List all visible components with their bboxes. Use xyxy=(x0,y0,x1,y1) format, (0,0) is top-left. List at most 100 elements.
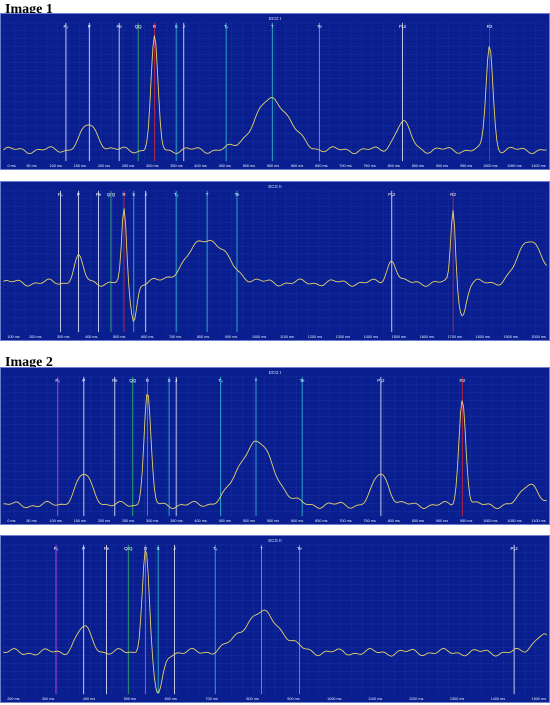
marker-label-0: P₀ xyxy=(64,24,69,29)
marker-label-2: Pe xyxy=(116,24,122,29)
tick-label-0: 0 ms xyxy=(7,164,15,168)
ecg-trace xyxy=(3,394,547,510)
tick-label-7: 350 ms xyxy=(170,164,182,168)
marker-label-3: QQ xyxy=(135,24,142,29)
tick-label-21: 1050 ms xyxy=(507,164,522,168)
tick-label-2: 100 ms xyxy=(50,164,62,168)
grid xyxy=(3,22,547,162)
marker-label-2: Pe xyxy=(96,192,102,197)
tick-label-10: 1100 ms xyxy=(280,335,294,339)
tick-label-16: 800 ms xyxy=(388,164,400,168)
marker-label-7: T₀ xyxy=(218,378,223,383)
marker-label-2: Pe xyxy=(112,378,118,383)
tick-label-10: 500 ms xyxy=(243,519,255,523)
tick-label-4: 200 ms xyxy=(98,164,110,168)
ecg-trace xyxy=(3,548,547,693)
tick-label-3: 400 ms xyxy=(85,335,97,339)
tick-label-1: 200 ms xyxy=(29,335,41,339)
tick-label-18: 1900 ms xyxy=(504,335,519,339)
tick-label-11: 1300 ms xyxy=(450,697,465,701)
ecg-trace xyxy=(3,208,547,322)
tick-label-14: 1500 ms xyxy=(392,335,407,339)
marker-label-9: Te xyxy=(300,378,305,383)
panel-title: ECG I xyxy=(269,16,281,21)
tick-label-21: 1050 ms xyxy=(507,519,522,523)
tick-label-1: 300 ms xyxy=(42,697,54,701)
marker-label-9: Te xyxy=(235,192,240,197)
tick-label-10: 500 ms xyxy=(243,164,255,168)
tick-label-15: 1600 ms xyxy=(420,335,435,339)
tick-label-13: 1400 ms xyxy=(364,335,379,339)
marker-label-4: R xyxy=(144,546,147,551)
tick-label-9: 450 ms xyxy=(219,164,231,168)
marker-label-7: T₀ xyxy=(224,24,229,29)
ecg-panel-3: ECG I P₀ P Pe QQ R S J T₀ T Te P₀2 R2 0 ms 50 ms 100 ms… xyxy=(0,367,550,525)
tick-label-6: 700 ms xyxy=(169,335,181,339)
tick-label-20: 1000 ms xyxy=(483,519,498,523)
tick-label-4: 200 ms xyxy=(98,519,110,523)
tick-label-4: 600 ms xyxy=(165,697,177,701)
panel-title: ECG II xyxy=(268,184,281,189)
tick-label-17: 850 ms xyxy=(412,519,424,523)
tick-label-7: 350 ms xyxy=(170,519,182,523)
marker-label-4: R xyxy=(153,24,156,29)
tick-label-9: 1100 ms xyxy=(368,697,382,701)
tick-label-13: 650 ms xyxy=(315,164,327,168)
panel-title: ECG I xyxy=(269,370,281,375)
marker-label-9: Te xyxy=(297,546,302,551)
marker-label-1: P xyxy=(77,192,80,197)
marker-label-6: J xyxy=(183,24,185,29)
ecg-panel-1: ECG I P₀ P Pe QQ R S J T₀ T Te P₀2 R2 0 ms 50 ms 100 ms… xyxy=(0,13,550,170)
ecg-trace xyxy=(3,35,547,155)
marker-label-7: T₀ xyxy=(213,546,218,551)
tick-label-13: 1500 ms xyxy=(532,697,547,701)
grid xyxy=(3,190,547,333)
marker-label-5: S xyxy=(132,192,135,197)
marker-label-8: T xyxy=(260,546,263,551)
tick-label-15: 750 ms xyxy=(363,519,375,523)
marker-label-5: S xyxy=(175,24,178,29)
tick-label-2: 100 ms xyxy=(50,519,62,523)
tick-label-8: 400 ms xyxy=(194,519,206,523)
tick-label-16: 800 ms xyxy=(388,519,400,523)
tick-label-4: 500 ms xyxy=(113,335,125,339)
ecg-panel-4: ECG II P₀ P Pe QrQ R S J T₀ T Te P₀2 200 ms 300 ms 400… xyxy=(0,535,550,703)
marker-label-11: R2 xyxy=(460,378,466,383)
tick-label-5: 250 ms xyxy=(122,164,134,168)
marker-label-3: QrQ xyxy=(107,192,116,197)
marker-label-10: P₀2 xyxy=(377,378,385,383)
ecg-panel-2: ECG II P₀ P Pe QrQ R S J T₀ T Te P₀2 R2 100 ms 200 ms 3… xyxy=(0,181,550,341)
grid xyxy=(3,376,547,517)
tick-label-3: 150 ms xyxy=(74,164,86,168)
tick-label-0: 100 ms xyxy=(7,335,19,339)
grid xyxy=(3,544,547,695)
tick-label-8: 400 ms xyxy=(194,164,206,168)
tick-label-5: 250 ms xyxy=(122,519,134,523)
marker-label-6: J xyxy=(173,546,175,551)
marker-label-0: P₀ xyxy=(54,546,59,551)
tick-label-17: 1800 ms xyxy=(476,335,491,339)
ecg-chart-3: ECG I P₀ P Pe QQ R S J T₀ T Te P₀2 R2 0 ms 50 ms 100 ms… xyxy=(3,370,547,523)
tick-label-19: 950 ms xyxy=(460,519,472,523)
ecg-chart-2: ECG II P₀ P Pe QrQ R S J T₀ T Te P₀2 R2 100 ms 200 ms 3… xyxy=(3,184,547,339)
tick-label-14: 700 ms xyxy=(339,519,351,523)
tick-label-22: 1100 ms xyxy=(532,164,546,168)
marker-label-4: R xyxy=(122,192,125,197)
marker-label-10: P₀2 xyxy=(510,546,518,551)
tick-label-8: 900 ms xyxy=(225,335,237,339)
tick-label-14: 700 ms xyxy=(339,164,351,168)
tick-label-17: 850 ms xyxy=(412,164,424,168)
tick-label-12: 1400 ms xyxy=(491,697,506,701)
marker-label-7: T₀ xyxy=(174,192,179,197)
marker-label-3: QQ xyxy=(129,378,136,383)
tick-label-2: 400 ms xyxy=(83,697,95,701)
tick-label-15: 750 ms xyxy=(363,164,375,168)
tick-label-0: 0 ms xyxy=(7,519,15,523)
marker-label-2: Pe xyxy=(104,546,110,551)
marker-label-4: R xyxy=(146,378,149,383)
tick-label-12: 600 ms xyxy=(291,519,303,523)
ecg-chart-1: ECG I P₀ P Pe QQ R S J T₀ T Te P₀2 R2 0 ms 50 ms 100 ms… xyxy=(3,16,547,168)
tick-label-6: 300 ms xyxy=(146,164,158,168)
marker-label-1: P xyxy=(82,546,85,551)
marker-label-1: P xyxy=(82,378,85,383)
